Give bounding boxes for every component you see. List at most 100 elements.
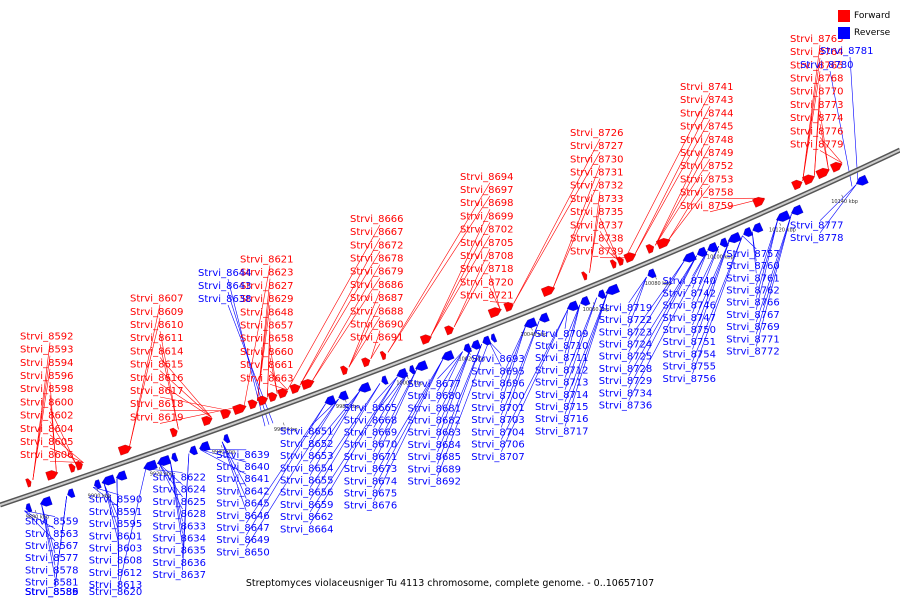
gene-label: Strvi_8753 [680,174,734,185]
reverse-gene [719,237,729,248]
leader-line [500,309,568,452]
gene-label: Strvi_8667 [350,227,404,238]
gene-label: Strvi_8772 [726,346,780,357]
gene-label: Strvi_8625 [153,497,207,508]
reverse-gene [156,455,172,466]
reverse-gene [482,335,492,346]
leader-line [49,408,77,466]
leader-line [819,184,857,221]
gene-label: Strvi_8605 [20,437,74,448]
gene-label: Strvi_8678 [350,254,404,265]
gene-label: Strvi_8739 [570,247,624,258]
ruler-tick-label: 10000 kbp [396,381,423,387]
leader-line [103,483,120,532]
gene-label: Strvi_8592 [20,331,74,342]
gene-label: Strvi_8684 [408,440,462,451]
reverse-gene [199,441,211,452]
leader-line [309,398,339,440]
leader-line [500,326,526,379]
leader-line [159,405,245,424]
gene-label: Strvi_8657 [240,320,294,331]
leader-line [628,255,697,377]
gene-label: Strvi_8711 [535,353,589,364]
gene-label: Strvi_8701 [471,403,525,414]
leader-line [564,293,608,427]
gene-label: Strvi_8672 [350,240,404,251]
leader-line [159,409,231,412]
leader-line [755,213,792,347]
gene-label: Strvi_8704 [471,427,525,438]
gene-label: Strvi_8596 [20,371,74,382]
ruler-tick [34,509,37,513]
leader-line [32,342,51,480]
gene-label: Strvi_8617 [130,386,184,397]
gene-label: Strvi_8713 [535,378,589,389]
gene-label: Strvi_8738 [570,233,624,244]
gene-label: Strvi_8614 [130,346,184,357]
gene-label: Strvi_8725 [599,352,653,363]
ruler-tick [406,376,409,380]
leader-line [373,376,398,404]
gene-label: Strvi_8741 [680,82,734,93]
gene-label: Strvi_8718 [460,264,514,275]
forward-gene [45,470,59,481]
forward-gene [289,383,301,394]
gene-label: Strvi_8646 [216,511,270,522]
gene-label: Strvi_8714 [535,390,589,401]
ruler-tick-label: 10080 kbp [645,281,672,287]
leader-line [309,376,398,513]
leader-line [628,255,697,365]
leader-line [299,237,381,386]
forward-gene [830,161,843,173]
gene-label: Strvi_8712 [535,365,589,376]
reverse-gene [696,246,708,257]
leader-line [692,250,708,289]
leader-line [32,355,51,480]
gene-label: Strvi_8756 [663,374,717,385]
gene-label: Strvi_8693 [471,354,525,365]
gene-label: Strvi_8652 [280,439,334,450]
gene-label: Strvi_8616 [130,373,184,384]
forward-gene [169,427,178,438]
gene-label: Strvi_8750 [663,325,717,336]
leader-line [500,321,540,416]
gene-label: Strvi_8731 [570,167,624,178]
leader-line [564,293,608,403]
leader-line [437,351,463,392]
leader-line [49,447,84,463]
leader-line [668,172,711,240]
gene-label: Strvi_8737 [570,220,624,231]
leader-line [755,213,792,335]
leader-line [269,370,288,391]
gene-label: Strvi_8643 [198,281,252,292]
gene-label: Strvi_8699 [460,211,514,222]
gene-features [25,161,869,513]
gene-label: Strvi_8723 [599,327,653,338]
reverse-gene [566,300,580,311]
gene-label: Strvi_8669 [344,427,398,438]
forward-gene [201,415,213,426]
forward-gene [300,379,315,390]
gene-label: Strvi_8760 [726,261,780,272]
gene-label: Strvi_8762 [726,285,780,296]
leader-line [373,359,444,501]
gene-label: Strvi_8744 [680,108,734,119]
gene-label: Strvi_8687 [350,293,404,304]
reverse-gene [381,375,389,385]
gene-label: Strvi_8758 [680,188,734,199]
ruler-tick [841,194,844,198]
leader-line [564,304,581,354]
leader-line [243,265,271,406]
leader-line [564,309,568,329]
forward-gene [340,365,348,376]
gene-label: Strvi_8757 [726,249,780,260]
ruler-tick-label: 9880 kbp [26,515,50,521]
leader-line [755,213,792,323]
ruler-tick [96,488,99,492]
gene-label: Strvi_8706 [471,440,525,451]
leader-line [692,235,743,374]
leader-line [599,231,619,261]
leader-line [489,288,501,309]
label-leader-lines [24,44,859,588]
